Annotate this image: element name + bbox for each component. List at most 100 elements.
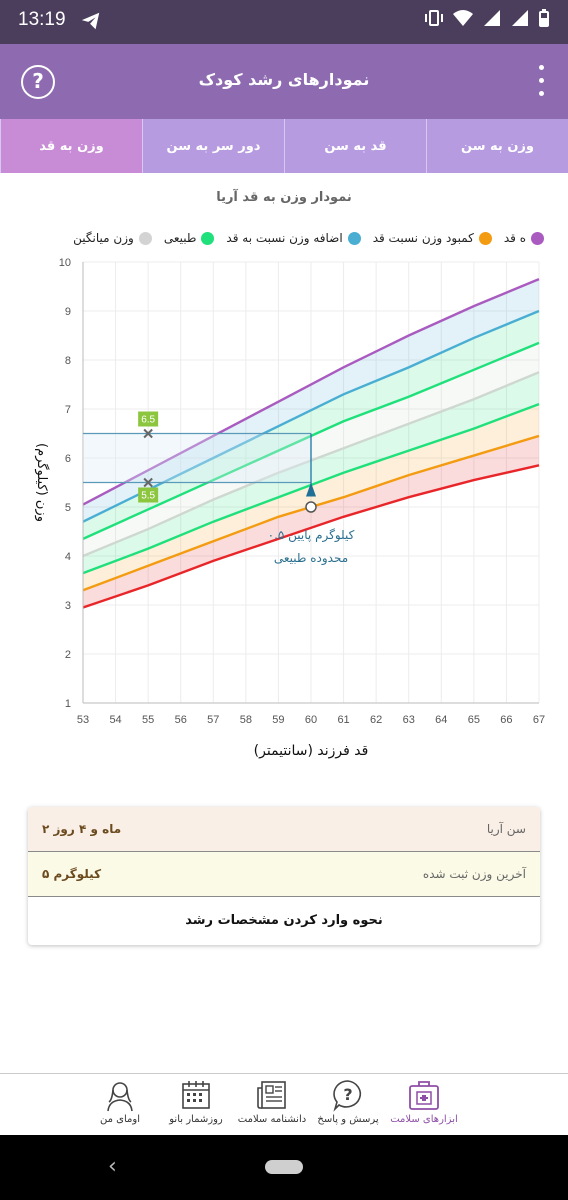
y-tick-label: 4	[65, 551, 71, 563]
y-tick-label: 6	[65, 453, 71, 465]
x-tick-label: 58	[240, 714, 252, 726]
legend-label: ه قد	[503, 231, 526, 245]
back-icon[interactable]: ‹	[108, 1154, 117, 1179]
legend-dot-icon	[478, 231, 492, 245]
chart-tabs: وزن به سن قد به سن دور سر به سن وزن به ق…	[0, 119, 568, 173]
chart-band	[83, 435, 539, 608]
chart-band	[83, 279, 539, 522]
chart-band	[83, 311, 539, 539]
x-tick-label: 53	[77, 714, 89, 726]
nav-label: اومای من	[100, 1114, 140, 1125]
status-time: 13:19	[18, 9, 66, 30]
x-tick-label: 66	[500, 714, 512, 726]
legend-dot-icon	[531, 231, 544, 245]
legend-item[interactable]: ه قد	[504, 231, 544, 245]
page-title: نمودارهای رشد کودک	[198, 70, 370, 89]
x-tick-label: 56	[175, 714, 187, 726]
legend-item[interactable]: وزن میانگین	[73, 231, 152, 245]
x-marker-icon	[143, 428, 153, 439]
legend-item[interactable]: کمبود وزن نسبت قد	[373, 231, 492, 245]
vibrate-icon	[425, 10, 443, 26]
child-measurement-point	[305, 501, 317, 513]
wifi-icon	[453, 10, 473, 26]
chart-legend: ه قد کمبود وزن نسبت قد اضافه وزن نسبت به ق…	[0, 231, 568, 251]
tab-head-for-age[interactable]: دور سر به سن	[142, 119, 284, 173]
age-label: سن آریا	[486, 822, 526, 836]
legend-label: وزن میانگین	[73, 231, 134, 245]
y-tick-label: 2	[65, 649, 71, 661]
legend-item[interactable]: اضافه وزن نسبت به قد	[226, 231, 361, 245]
chart-band	[83, 404, 539, 591]
y-tick-label: 1	[65, 698, 71, 710]
x-tick-label: 60	[305, 714, 317, 726]
y-tick-label: 9	[65, 306, 71, 318]
annotation-line-2: محدوده طبیعی	[274, 551, 348, 566]
tab-weight-for-age[interactable]: وزن به سن	[426, 119, 568, 173]
help-button[interactable]: ?	[21, 65, 55, 99]
svg-text:?: ?	[343, 1085, 352, 1104]
x-axis-title: قد فرزند (سانتیمتر)	[254, 743, 369, 759]
woman-avatar-icon	[107, 1082, 133, 1112]
reference-label: 6.5	[141, 415, 155, 426]
series-line	[82, 309, 540, 523]
chart-title: نمودار وزن به قد آریا	[216, 190, 352, 205]
bottom-nav: اومای من روزشمار بانو دانشنامه سلامت ?	[0, 1073, 568, 1135]
x-marker-icon	[143, 477, 153, 488]
newspaper-icon	[257, 1081, 286, 1109]
x-tick-label: 59	[272, 714, 284, 726]
signal-icon	[484, 10, 500, 26]
y-tick-label: 5	[65, 502, 71, 514]
legend-dot-icon	[347, 231, 361, 245]
y-axis-title: وزن (کیلوگرم)	[34, 443, 50, 522]
legend-label: کمبود وزن نسبت قد	[372, 231, 474, 245]
app-bar: ? نمودارهای رشد کودک	[0, 44, 568, 119]
nav-label: روزشمار بانو	[169, 1114, 223, 1125]
nav-item-health-tools[interactable]: ابزارهای سلامت	[384, 1078, 464, 1125]
weight-value: ۵ کیلوگرم	[42, 867, 102, 881]
home-pill[interactable]	[265, 1160, 303, 1174]
growth-chart: 53 54 55 56 57 58 59 60 61 62 63 64 65 66 671234567891…	[34, 257, 545, 759]
reference-label-box	[138, 487, 159, 503]
x-tick-label: 67	[533, 714, 545, 726]
range-box	[83, 433, 311, 483]
y-tick-label: 7	[65, 404, 71, 416]
weight-row: آخرین وزن ثبت شده ۵ کیلوگرم	[28, 852, 540, 897]
y-tick-label: 8	[65, 355, 71, 367]
legend-label: اضافه وزن نسبت به قد	[226, 231, 343, 245]
overflow-menu-icon[interactable]	[536, 65, 546, 99]
y-tick-label: 3	[65, 600, 71, 612]
nav-label: دانشنامه سلامت	[237, 1114, 307, 1125]
legend-label: طبیعی	[163, 231, 197, 245]
growth-help-link[interactable]: نحوه وارد کردن مشخصات رشد	[185, 913, 383, 928]
reference-label-box	[138, 411, 159, 427]
x-tick-label: 65	[468, 714, 480, 726]
legend-dot-icon	[138, 231, 152, 245]
x-tick-label: 62	[370, 714, 382, 726]
series-line	[82, 278, 540, 506]
legend-dot-icon	[201, 231, 215, 245]
nav-label: پرسش و پاسخ	[317, 1114, 379, 1125]
status-bar: 13:19	[0, 0, 568, 44]
x-tick-label: 61	[337, 714, 349, 726]
medical-kit-icon	[409, 1081, 439, 1110]
nav-item-encyclopedia[interactable]: دانشنامه سلامت	[232, 1078, 312, 1125]
growth-info-card: سن آریا ۲ ماه و ۴ روز آخرین وزن ثبت شده …	[28, 807, 540, 945]
status-icons	[424, 9, 550, 27]
signal-icon	[512, 10, 528, 26]
age-row: سن آریا ۲ ماه و ۴ روز	[28, 807, 540, 852]
age-value: ۲ ماه و ۴ روز	[42, 822, 122, 836]
x-tick-label: 55	[142, 714, 154, 726]
tab-weight-for-height[interactable]: وزن به قد	[0, 119, 142, 173]
nav-label: ابزارهای سلامت	[390, 1114, 458, 1125]
series-line	[82, 464, 540, 609]
system-navigation-bar: ‹	[0, 1135, 568, 1200]
nav-item-calendar[interactable]: روزشمار بانو	[156, 1078, 236, 1125]
x-tick-label: 57	[207, 714, 219, 726]
nav-item-my-profile[interactable]: اومای من	[80, 1078, 160, 1125]
annotation-line-1: ۰.۵ کیلوگرم پایین	[268, 528, 355, 543]
tab-height-for-age[interactable]: قد به سن	[284, 119, 426, 173]
weight-label: آخرین وزن ثبت شده	[422, 867, 526, 881]
nav-item-questions[interactable]: ? پرسش و پاسخ	[308, 1078, 388, 1125]
arrow-up-icon	[306, 482, 316, 497]
legend-item[interactable]: طبیعی	[164, 231, 215, 245]
